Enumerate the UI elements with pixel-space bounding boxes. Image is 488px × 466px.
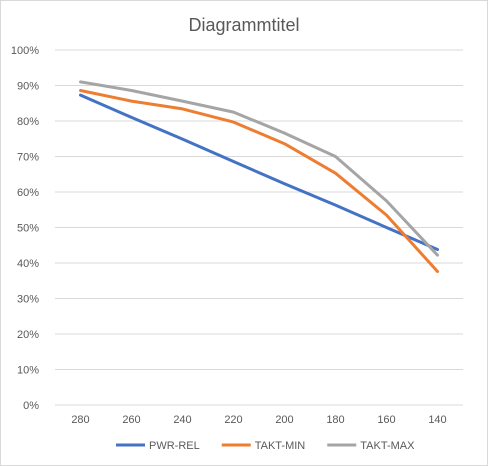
series-line-takt-min	[79, 89, 439, 273]
series-lines	[79, 80, 439, 273]
x-axis-ticks: 280 260 240 220 200 180 160 140	[71, 414, 446, 426]
x-tick-label: 180	[326, 414, 344, 426]
x-tick-label: 260	[122, 414, 140, 426]
x-tick-label: 140	[428, 414, 446, 426]
x-tick-label: 200	[275, 414, 293, 426]
y-tick-label: 30%	[17, 294, 39, 306]
legend: PWR-REL TAKT-MIN TAKT-MAX	[116, 440, 415, 452]
chart-title: Diagrammtitel	[188, 15, 299, 35]
y-tick-label: 40%	[17, 258, 39, 270]
y-tick-label: 20%	[17, 329, 39, 341]
y-tick-label: 80%	[17, 116, 39, 128]
legend-label: PWR-REL	[149, 440, 200, 452]
x-tick-label: 220	[224, 414, 242, 426]
legend-label: TAKT-MIN	[255, 440, 306, 452]
gridlines	[55, 49, 463, 406]
y-tick-label: 90%	[17, 81, 39, 93]
y-tick-label: 10%	[17, 365, 39, 377]
y-tick-label: 60%	[17, 187, 39, 199]
x-tick-label: 280	[71, 414, 89, 426]
y-tick-label: 0%	[23, 400, 39, 412]
series-line-pwr-rel	[79, 93, 439, 251]
x-tick-label: 240	[173, 414, 191, 426]
y-tick-label: 100%	[11, 45, 39, 57]
y-axis-ticks: 0% 10% 20% 30% 40% 50% 60% 70% 80% 90% 100%	[11, 45, 39, 412]
y-tick-label: 70%	[17, 152, 39, 164]
y-tick-label: 50%	[17, 223, 39, 235]
series-line-takt-max	[79, 80, 439, 257]
legend-label: TAKT-MAX	[360, 440, 415, 452]
x-tick-label: 160	[377, 414, 395, 426]
